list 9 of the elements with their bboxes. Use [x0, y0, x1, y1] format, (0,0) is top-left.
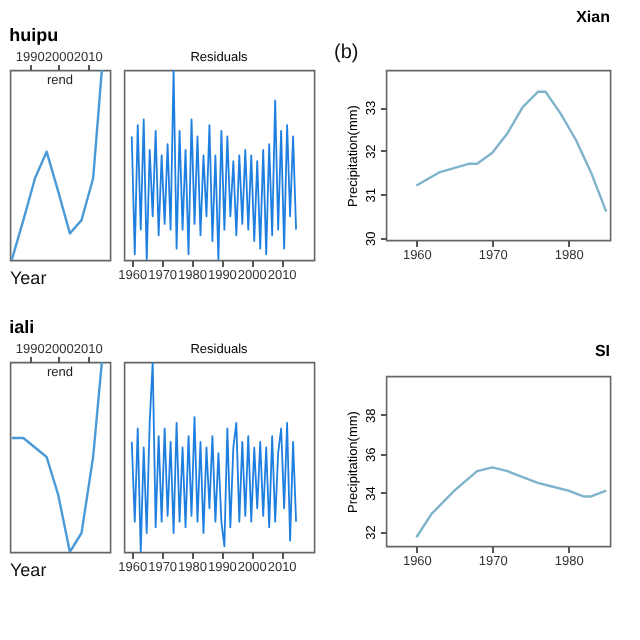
chart-title: SI [594, 342, 610, 360]
line-series [415, 466, 608, 539]
chart-title: Xian [576, 8, 611, 26]
line-series [415, 90, 608, 213]
text: (b) [334, 42, 359, 64]
chart-title: huipu [9, 25, 59, 46]
x-axis-title: Year [10, 268, 47, 288]
x-axis-title: Year [10, 560, 47, 580]
chart-title: iali [9, 317, 35, 338]
